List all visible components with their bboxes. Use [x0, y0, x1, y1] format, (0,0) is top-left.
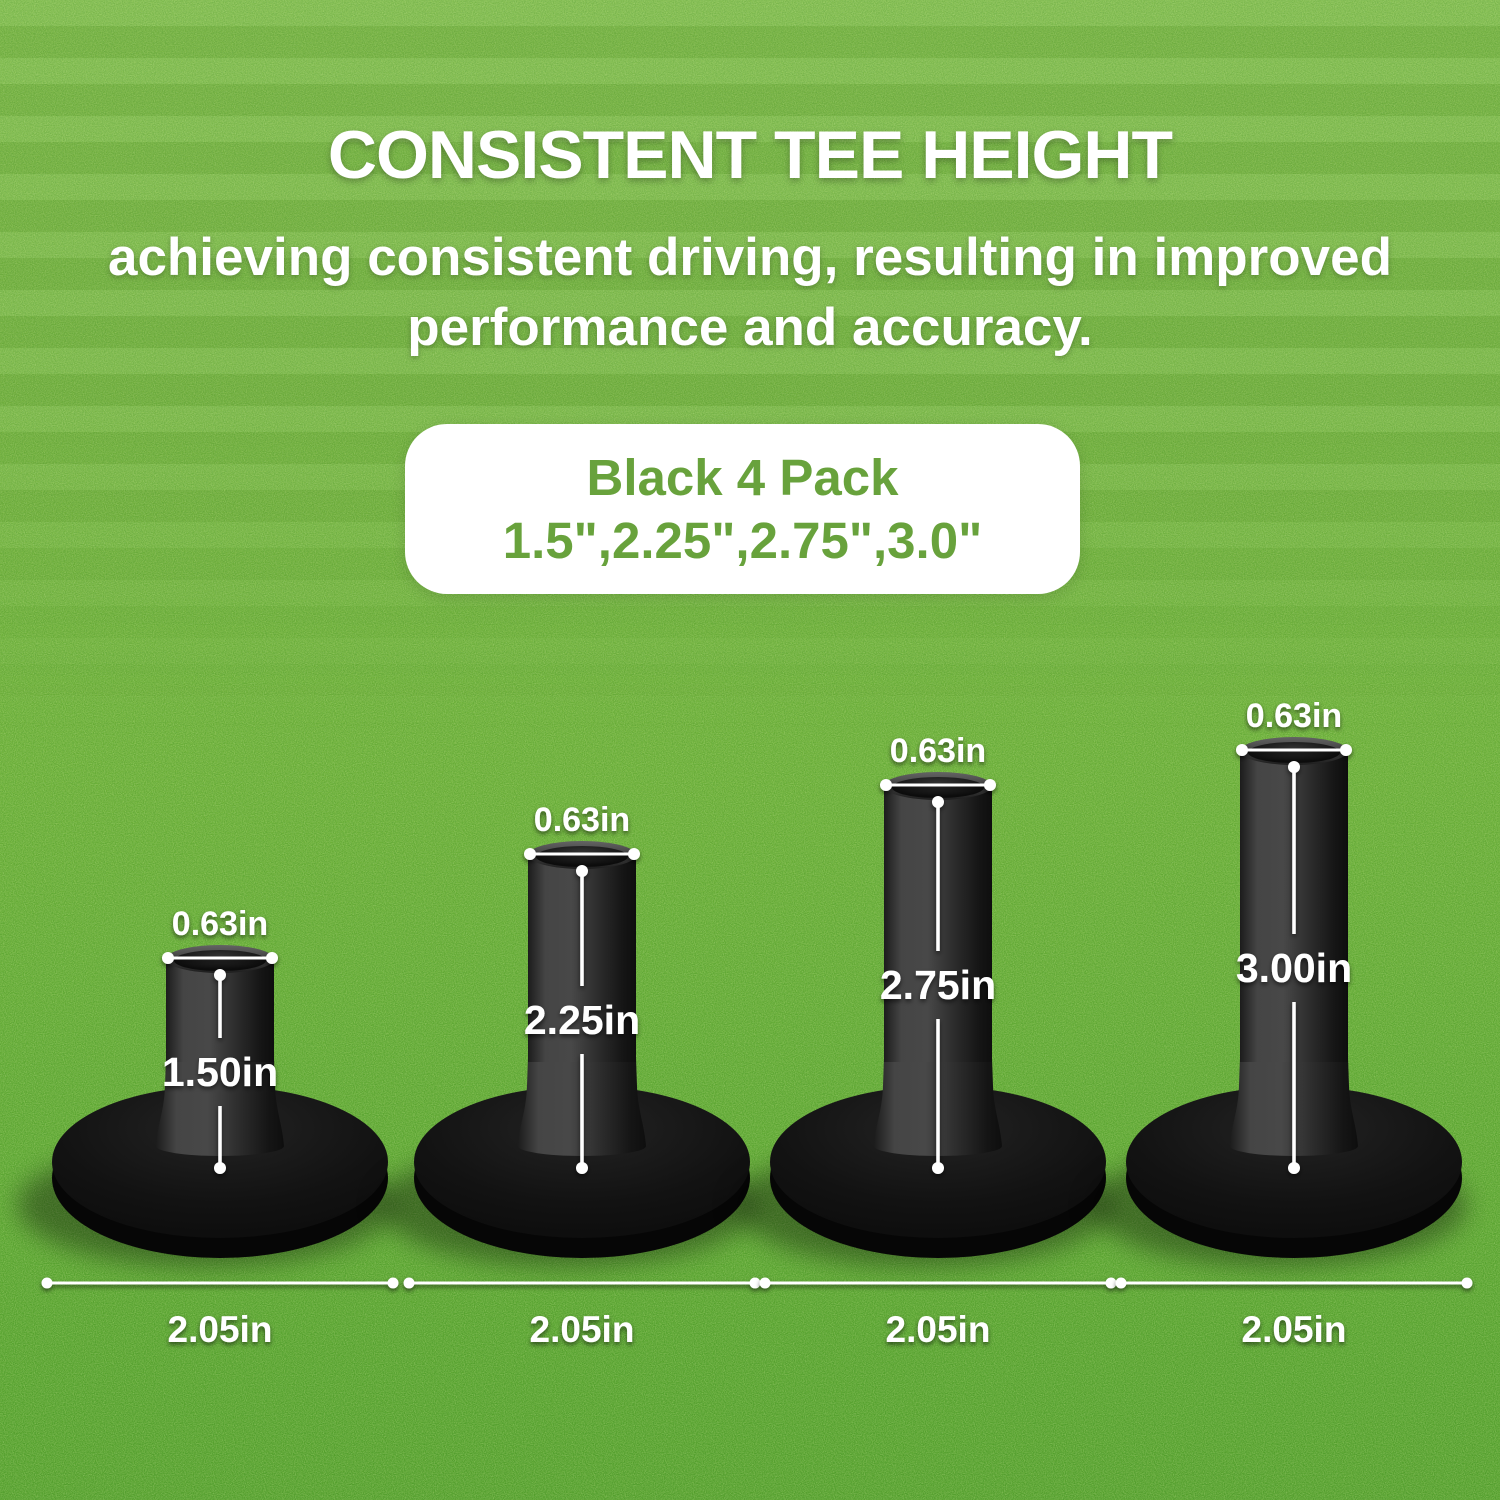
base-width-dot-left — [759, 1277, 771, 1289]
diameter-dot-right — [984, 779, 996, 791]
diameter-dot-left — [1236, 744, 1248, 756]
height-label: 3.00in — [1236, 945, 1352, 991]
base-width-dot-left — [41, 1277, 53, 1289]
tee-3: 0.63in 2.75in 2.05in — [735, 732, 1117, 1350]
height-dot-bottom — [576, 1162, 588, 1174]
subtitle-line-2: performance and accuracy. — [407, 298, 1093, 357]
tee-top-opening — [536, 846, 628, 867]
tee-top-opening — [1248, 742, 1340, 763]
badge-line-2: 1.5",2.25",2.75",3.0" — [502, 511, 983, 569]
height-dot-bottom — [214, 1162, 226, 1174]
base-width-dot-left — [403, 1277, 415, 1289]
diameter-label: 0.63in — [1246, 697, 1342, 735]
base-width-dot-right — [749, 1277, 761, 1289]
height-label: 1.50in — [162, 1049, 278, 1095]
diameter-dot-left — [880, 779, 892, 791]
base-width-label: 2.05in — [168, 1309, 273, 1350]
diameter-dot-left — [524, 848, 536, 860]
base-width-dot-right — [1461, 1277, 1473, 1289]
diameter-dot-left — [162, 952, 174, 964]
base-width-label: 2.05in — [1242, 1309, 1347, 1350]
base-width-dot-right — [1105, 1277, 1117, 1289]
height-dot-top — [1288, 761, 1300, 773]
diameter-dot-right — [1340, 744, 1352, 756]
mowing-stripes — [0, 0, 1500, 740]
height-label: 2.25in — [524, 997, 640, 1043]
height-dot-top — [576, 865, 588, 877]
pack-badge: Black 4 Pack 1.5",2.25",2.75",3.0" — [405, 424, 1080, 594]
tee-1: 0.63in 1.50in 2.05in — [17, 905, 399, 1350]
height-dot-top — [214, 969, 226, 981]
tee-top-opening — [892, 777, 984, 798]
height-dot-top — [932, 796, 944, 808]
diameter-dot-right — [628, 848, 640, 860]
diameter-label: 0.63in — [172, 905, 268, 943]
height-dot-bottom — [932, 1162, 944, 1174]
base-width-dot-left — [1115, 1277, 1127, 1289]
subtitle-line-1: achieving consistent driving, resulting … — [107, 228, 1392, 287]
diameter-label: 0.63in — [890, 732, 986, 770]
height-dot-bottom — [1288, 1162, 1300, 1174]
badge-line-1: Black 4 Pack — [586, 448, 899, 506]
tee-top-opening — [174, 950, 266, 971]
page-title: CONSISTENT TEE HEIGHT — [327, 117, 1173, 193]
base-width-label: 2.05in — [530, 1309, 635, 1350]
base-width-dot-right — [387, 1277, 399, 1289]
tee-4: 0.63in 3.00in 2.05in — [1091, 697, 1473, 1350]
tee-2: 0.63in 2.25in 2.05in — [379, 801, 761, 1350]
height-label: 2.75in — [880, 962, 996, 1008]
diameter-label: 0.63in — [534, 801, 630, 839]
base-width-label: 2.05in — [886, 1309, 991, 1350]
diameter-dot-right — [266, 952, 278, 964]
